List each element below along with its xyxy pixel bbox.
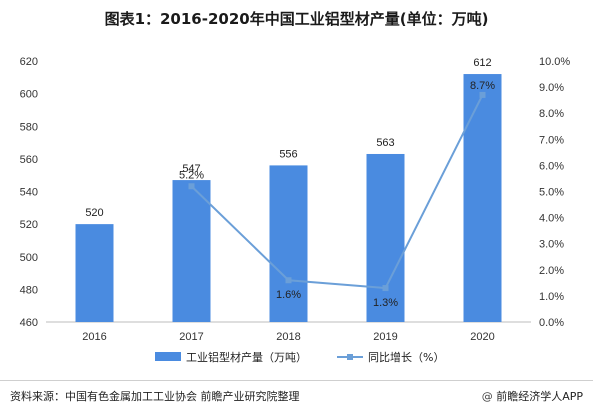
legend-bar-swatch <box>155 352 181 361</box>
growth-point <box>188 183 195 190</box>
y2-tick-label: 9.0% <box>539 82 564 94</box>
data-labels: 520 547 556 563 612 5.2% 1.6% 1.3% 8.7% <box>85 57 495 309</box>
y2-tick-label: 2.0% <box>539 265 564 277</box>
growth-line-path <box>190 94 484 290</box>
legend-line-marker <box>347 354 353 360</box>
source-note: 资料来源：中国有色金属加工工业协会 前瞻产业研究院整理 <box>10 390 300 403</box>
y2-tick-label: 5.0% <box>539 187 564 199</box>
legend: 工业铝型材产量（万吨） 同比增长（%） <box>155 350 444 364</box>
brand: @ 前瞻经济学人APP <box>482 388 583 404</box>
y2-tick-label: 6.0% <box>539 160 564 172</box>
y-tick-label: 480 <box>20 284 38 296</box>
chart: 460 480 500 520 540 560 580 600 620 0.0% 1.0% 2.0% 3… <box>20 56 571 364</box>
bar <box>172 180 211 322</box>
y2-tick-label: 0.0% <box>539 317 564 329</box>
y-tick-label: 500 <box>20 252 38 264</box>
bars <box>75 74 502 322</box>
footer-divider <box>0 380 593 381</box>
bar <box>463 74 502 322</box>
y-tick-label: 540 <box>20 187 38 199</box>
y-tick-label: 620 <box>20 56 38 68</box>
x-tick-label: 2016 <box>82 331 106 343</box>
growth-value-label: 8.7% <box>470 80 495 92</box>
growth-point <box>382 285 389 292</box>
bar-value-label: 547 <box>182 163 200 175</box>
growth-value-label: 1.3% <box>373 297 398 309</box>
axes: 460 480 500 520 540 560 580 600 620 0.0% 1.0% 2.0% 3… <box>20 56 571 343</box>
y-tick-label: 520 <box>20 219 38 231</box>
y2-tick-label: 7.0% <box>539 134 564 146</box>
x-tick-label: 2017 <box>179 331 203 343</box>
x-tick-label: 2020 <box>470 331 494 343</box>
y2-tick-label: 10.0% <box>539 56 570 68</box>
y-tick-label: 600 <box>20 89 38 101</box>
y2-tick-label: 4.0% <box>539 213 564 225</box>
growth-line <box>188 91 486 292</box>
y2-tick-label: 1.0% <box>539 291 564 303</box>
y2-tick-label: 3.0% <box>539 239 564 251</box>
brand-icon: @ <box>481 390 493 403</box>
bar <box>75 224 114 322</box>
y-tick-label: 580 <box>20 121 38 133</box>
growth-point <box>479 91 486 98</box>
legend-line-label: 同比增长（%） <box>368 350 444 364</box>
bar <box>366 153 405 322</box>
x-tick-label: 2019 <box>373 331 397 343</box>
brand-label: 前瞻经济学人APP <box>496 390 583 403</box>
x-tick-label: 2018 <box>276 331 300 343</box>
bar <box>269 165 308 322</box>
growth-point <box>285 277 292 284</box>
bar-value-label: 556 <box>279 148 297 160</box>
bar-value-label: 520 <box>85 207 103 219</box>
growth-value-label: 5.2% <box>179 169 204 181</box>
y-tick-label: 460 <box>20 317 38 329</box>
y-tick-label: 560 <box>20 154 38 166</box>
chart-title: 图表1：2016-2020年中国工业铝型材产量(单位：万吨) <box>104 10 489 28</box>
bar-value-label: 612 <box>473 57 491 69</box>
bar-value-label: 563 <box>376 137 394 149</box>
legend-bar-label: 工业铝型材产量（万吨） <box>186 350 307 364</box>
y2-tick-label: 8.0% <box>539 108 564 120</box>
growth-value-label: 1.6% <box>276 289 301 301</box>
